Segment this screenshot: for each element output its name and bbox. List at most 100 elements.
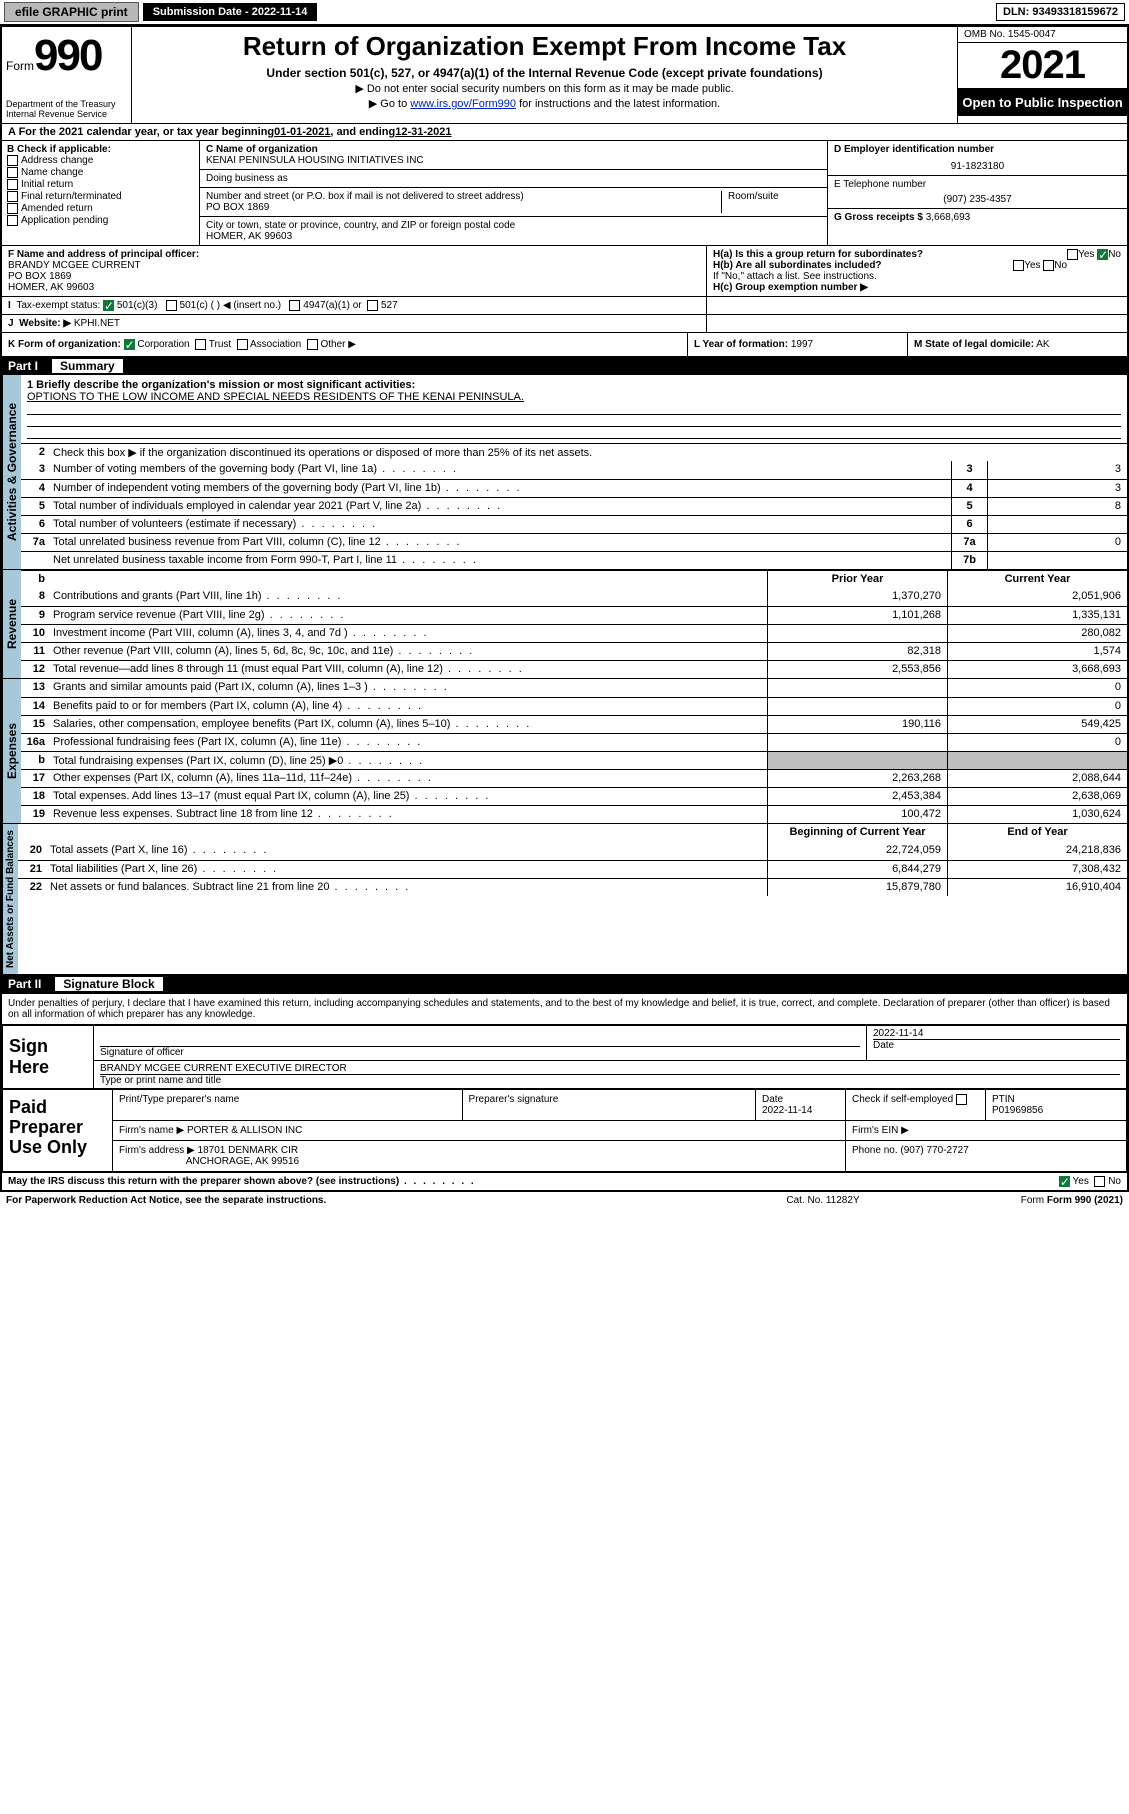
current-val: 7,308,432	[947, 861, 1127, 878]
prior-val	[767, 734, 947, 751]
gov-line: 4Number of independent voting members of…	[21, 479, 1127, 497]
ein-value: 91-1823180	[834, 161, 1121, 172]
gov-desc: Number of voting members of the governin…	[49, 461, 951, 479]
discuss-text: May the IRS discuss this return with the…	[8, 1176, 399, 1187]
prep-name-label: Print/Type preparer's name	[113, 1090, 463, 1120]
paid-preparer-label: Paid Preparer Use Only	[3, 1090, 113, 1171]
current-val	[947, 752, 1127, 769]
row-l-label: L Year of formation:	[694, 339, 788, 350]
officer-addr1: PO BOX 1869	[8, 271, 700, 282]
submission-date-badge: Submission Date - 2022-11-14	[143, 3, 318, 21]
b-opt-5: Application pending	[21, 215, 108, 226]
ha-no: No	[1108, 249, 1121, 260]
firm-phone-value: (907) 770-2727	[900, 1145, 968, 1156]
box-f-label: F Name and address of principal officer:	[8, 249, 700, 260]
row-desc: Program service revenue (Part VIII, line…	[49, 607, 767, 624]
footer-mid: Cat. No. 11282Y	[723, 1195, 923, 1206]
row-a-begin: 01-01-2021	[274, 126, 330, 138]
self-employed-checkbox[interactable]	[956, 1094, 967, 1105]
gov-val: 3	[987, 480, 1127, 497]
ptin-value: P01969856	[992, 1105, 1043, 1116]
table-row: 18Total expenses. Add lines 13–17 (must …	[21, 787, 1127, 805]
gov-line: 7aTotal unrelated business revenue from …	[21, 533, 1127, 551]
checkbox-amended[interactable]	[7, 203, 18, 214]
current-val: 0	[947, 734, 1127, 751]
gov-desc: Total number of volunteers (estimate if …	[49, 516, 951, 533]
sub3-pre: ▶ Go to	[369, 98, 410, 110]
current-val: 1,030,624	[947, 806, 1127, 823]
box-f: F Name and address of principal officer:…	[2, 246, 707, 296]
row-desc: Total assets (Part X, line 16)	[46, 842, 767, 860]
section-revenue: Revenue b Prior Year Current Year 8Contr…	[2, 570, 1127, 679]
irs-link[interactable]: www.irs.gov/Form990	[410, 98, 516, 110]
prior-val: 2,553,856	[767, 661, 947, 678]
gov-lab: 7a	[951, 534, 987, 551]
checkbox-name-change[interactable]	[7, 167, 18, 178]
row-a-end: 12-31-2021	[395, 126, 451, 138]
checkbox-address-change[interactable]	[7, 155, 18, 166]
current-val: 2,051,906	[947, 588, 1127, 606]
table-row: 19Revenue less expenses. Subtract line 1…	[21, 805, 1127, 823]
table-row: 11Other revenue (Part VIII, column (A), …	[21, 642, 1127, 660]
prior-val: 1,370,270	[767, 588, 947, 606]
form-subtitle-1: Under section 501(c), 527, or 4947(a)(1)…	[140, 66, 949, 80]
ptin-label: PTIN	[992, 1094, 1015, 1105]
sub3-post: for instructions and the latest informat…	[516, 98, 720, 110]
discuss-no-checkbox[interactable]	[1094, 1176, 1105, 1187]
discuss-row: May the IRS discuss this return with the…	[2, 1172, 1127, 1190]
row-desc: Salaries, other compensation, employee b…	[49, 716, 767, 733]
prior-val: 6,844,279	[767, 861, 947, 878]
prior-val: 2,263,268	[767, 770, 947, 787]
k-trust-checkbox[interactable]	[195, 339, 206, 350]
city-value: HOMER, AK 99603	[206, 231, 821, 242]
current-val: 1,574	[947, 643, 1127, 660]
k-corp-checkbox[interactable]	[124, 339, 135, 350]
gov-line: 5Total number of individuals employed in…	[21, 497, 1127, 515]
efile-button[interactable]: efile GRAPHIC print	[4, 2, 139, 22]
b-opt-3: Final return/terminated	[21, 191, 122, 202]
box-b: B Check if applicable: Address change Na…	[2, 141, 200, 245]
k-o0: Corporation	[137, 339, 189, 350]
gov-val: 8	[987, 498, 1127, 515]
dba-label: Doing business as	[206, 173, 821, 184]
year-formation: 1997	[791, 339, 813, 350]
sig-date-value: 2022-11-14	[873, 1028, 1120, 1039]
ha-yes-checkbox[interactable]	[1067, 249, 1078, 260]
box-d-e-g: D Employer identification number 91-1823…	[827, 141, 1127, 245]
i-501c3-checkbox[interactable]	[103, 300, 114, 311]
gov-val	[987, 552, 1127, 569]
footer-right: Form Form 990 (2021)	[923, 1195, 1123, 1206]
row-a-tax-year: A For the 2021 calendar year, or tax yea…	[2, 124, 1127, 141]
checkbox-final-return[interactable]	[7, 191, 18, 202]
header-right: OMB No. 1545-0047 2021 Open to Public In…	[957, 27, 1127, 123]
checkbox-initial-return[interactable]	[7, 179, 18, 190]
governance-sidebar-label: Activities & Governance	[2, 375, 21, 569]
form-subtitle-2: ▶ Do not enter social security numbers o…	[140, 82, 949, 95]
checkbox-app-pending[interactable]	[7, 215, 18, 226]
k-other-checkbox[interactable]	[307, 339, 318, 350]
website-value: KPHI.NET	[74, 318, 120, 329]
i-501c-checkbox[interactable]	[166, 300, 177, 311]
discuss-yes-checkbox[interactable]	[1059, 1176, 1070, 1187]
table-row: 15Salaries, other compensation, employee…	[21, 715, 1127, 733]
gov-line: 3Number of voting members of the governi…	[21, 461, 1127, 479]
k-o2: Association	[250, 339, 301, 350]
street-value: PO BOX 1869	[206, 202, 721, 213]
table-row: 10Investment income (Part VIII, column (…	[21, 624, 1127, 642]
k-assoc-checkbox[interactable]	[237, 339, 248, 350]
i-o3: 4947(a)(1) or	[303, 300, 361, 311]
box-c-name-label: C Name of organization	[206, 144, 821, 155]
i-4947-checkbox[interactable]	[289, 300, 300, 311]
gov-desc: Net unrelated business taxable income fr…	[49, 552, 951, 569]
i-527-checkbox[interactable]	[367, 300, 378, 311]
room-label: Room/suite	[721, 191, 821, 213]
i-o1: 501(c)(3)	[117, 300, 158, 311]
ha-no-checkbox[interactable]	[1097, 249, 1108, 260]
hb-no-checkbox[interactable]	[1043, 260, 1054, 271]
hb-yes-checkbox[interactable]	[1013, 260, 1024, 271]
box-d-label: D Employer identification number	[834, 144, 1121, 155]
open-inspection-badge: Open to Public Inspection	[958, 89, 1127, 116]
part-1-header: Part I Summary	[2, 357, 1127, 375]
dln-label: DLN: 93493318159672	[996, 3, 1125, 21]
table-row: 16aProfessional fundraising fees (Part I…	[21, 733, 1127, 751]
